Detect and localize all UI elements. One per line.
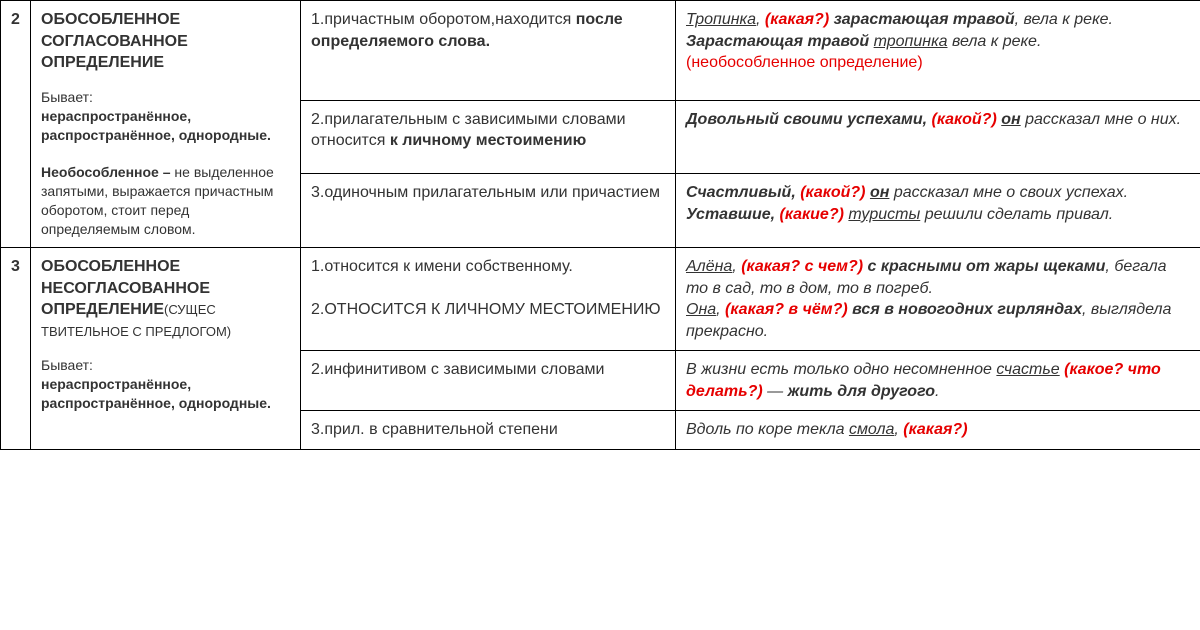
definition-cell: ОБОСОБЛЕННОЕ НЕСОГЛАСОВАННОЕ ОПРЕДЕЛЕНИЕ… — [31, 247, 301, 449]
table-row: 3ОБОСОБЛЕННОЕ НЕСОГЛАСОВАННОЕ ОПРЕДЕЛЕНИ… — [1, 247, 1200, 350]
rule-cell: 1.причастным оборотом,находится после оп… — [301, 1, 676, 101]
example-cell: Вдоль по коре текла смола, (какая?) — [676, 411, 1200, 450]
example-cell: Счастливый, (какой?) он рассказал мне о … — [676, 174, 1200, 248]
example-cell: Алёна, (какая? с чем?) с красными от жар… — [676, 247, 1200, 350]
defn-title: ОБОСОБЛЕННОЕ СОГЛАСОВАННОЕ ОПРЕДЕЛЕНИЕ — [41, 9, 290, 74]
example-cell: Тропинка, (какая?) зарастающая травой, в… — [676, 1, 1200, 101]
defn-title: ОБОСОБЛЕННОЕ НЕСОГЛАСОВАННОЕ ОПРЕДЕЛЕНИЕ… — [41, 256, 290, 342]
defn-sub: Бывает:нераспространённое, распространён… — [41, 88, 290, 239]
rule-cell: 3.одиночным прилагательным или причастие… — [301, 174, 676, 248]
row-number: 3 — [1, 247, 31, 449]
row-number: 2 — [1, 1, 31, 248]
example-cell: Довольный своими успехами, (какой?) он р… — [676, 100, 1200, 174]
example-cell: В жизни есть только одно несомненное сча… — [676, 351, 1200, 411]
definition-cell: ОБОСОБЛЕННОЕ СОГЛАСОВАННОЕ ОПРЕДЕЛЕНИЕ Бы… — [31, 1, 301, 248]
rule-cell: 2.прилагательным с зависимыми словами от… — [301, 100, 676, 174]
defn-sub: Бывает:нераспространённое, распространён… — [41, 356, 290, 413]
table-row: 2ОБОСОБЛЕННОЕ СОГЛАСОВАННОЕ ОПРЕДЕЛЕНИЕБ… — [1, 1, 1200, 101]
rule-cell: 1.относится к имени собственному.2.ОТНОС… — [301, 247, 676, 350]
grammar-table: 2ОБОСОБЛЕННОЕ СОГЛАСОВАННОЕ ОПРЕДЕЛЕНИЕ Б… — [0, 0, 1200, 450]
rule-cell: 2.инфинитивом с зависимыми словами — [301, 351, 676, 411]
rule-cell: 3.прил. в сравнительной степени — [301, 411, 676, 450]
